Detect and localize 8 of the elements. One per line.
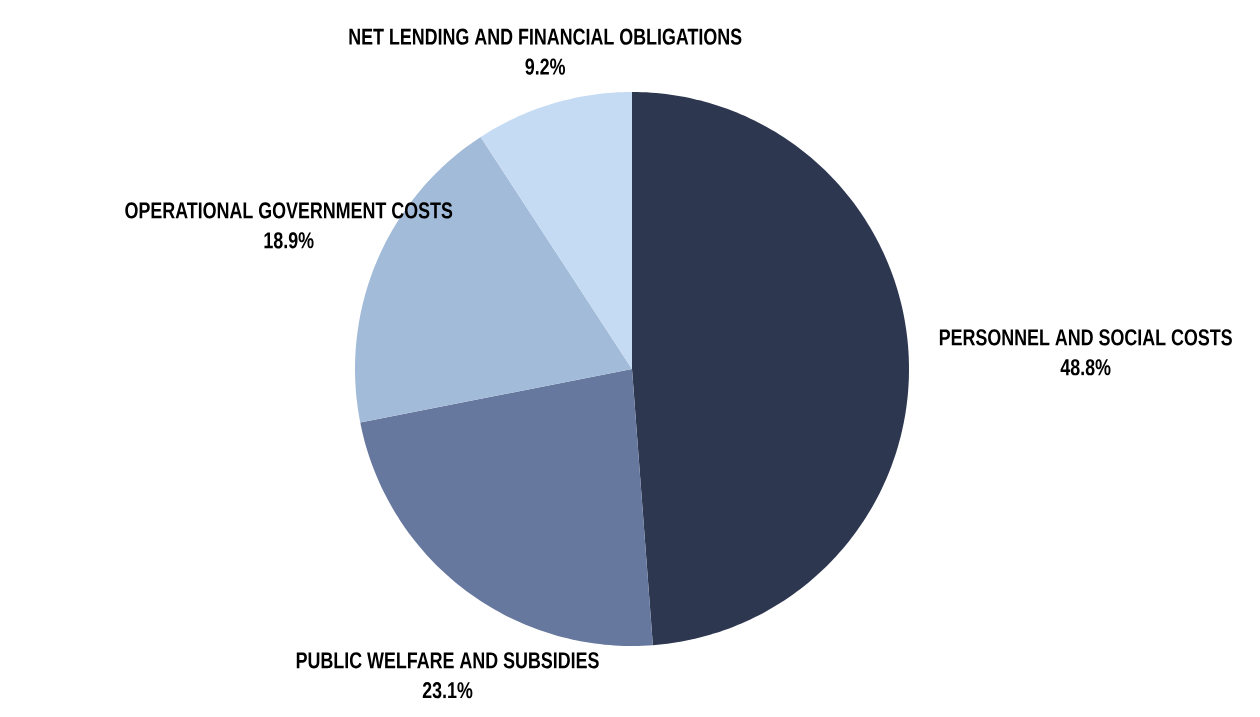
slice-label: PUBLIC WELFARE AND SUBSIDIES <box>296 652 599 669</box>
slice-label: NET LENDING AND FINANCIAL OBLIGATIONS <box>349 28 742 45</box>
data-label: 23.1% <box>422 682 473 699</box>
slice-label: OPERATIONAL GOVERNMENT COSTS <box>125 202 453 219</box>
data-label: 9.2% <box>525 58 566 75</box>
slice-label: PERSONNEL AND SOCIAL COSTS <box>939 329 1232 346</box>
data-label: 18.9% <box>264 232 314 249</box>
data-label: 48.8% <box>1060 359 1111 376</box>
